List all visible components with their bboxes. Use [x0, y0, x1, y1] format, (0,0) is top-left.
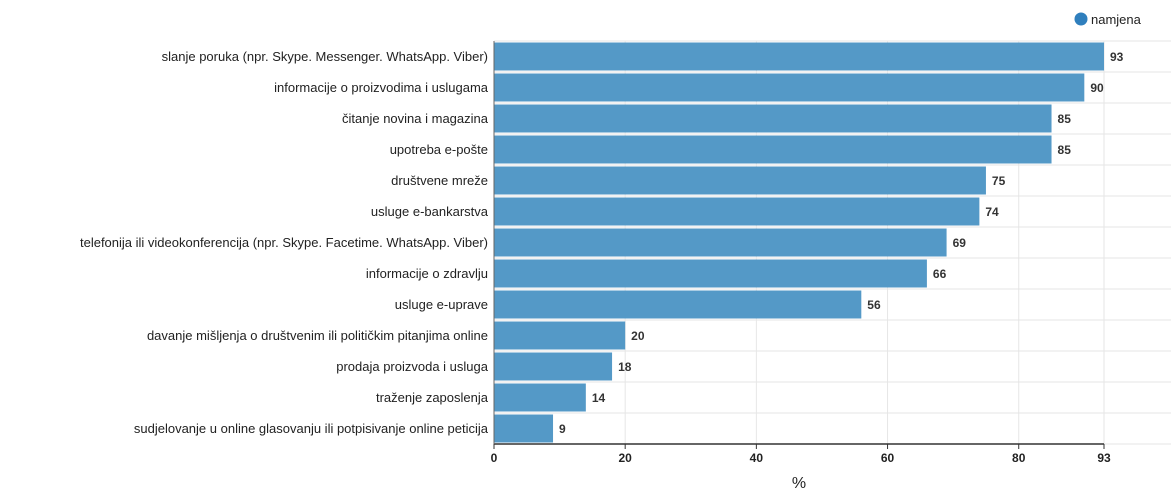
- category-label: čitanje novina i magazina: [342, 111, 489, 126]
- data-label: 66: [933, 267, 947, 281]
- bar[interactable]: [494, 42, 1104, 71]
- bar[interactable]: [494, 290, 862, 319]
- bar[interactable]: [494, 414, 554, 443]
- x-tick-label: 20: [619, 451, 633, 465]
- category-label: informacije o proizvodima i uslugama: [274, 80, 489, 95]
- category-label: davanje mišljenja o društvenim ili polit…: [147, 328, 488, 343]
- bar[interactable]: [494, 259, 927, 288]
- category-label: sudjelovanje u online glasovanju ili pot…: [134, 421, 489, 436]
- x-tick-label: 60: [881, 451, 895, 465]
- data-label: 18: [618, 360, 632, 374]
- category-label: slanje poruka (npr. Skype. Messenger. Wh…: [162, 49, 488, 64]
- bar[interactable]: [494, 166, 986, 195]
- x-tick-label: 93: [1097, 451, 1111, 465]
- bar[interactable]: [494, 383, 586, 412]
- x-axis-title: %: [792, 475, 806, 491]
- data-label: 75: [992, 174, 1006, 188]
- x-tick-label: 0: [491, 451, 498, 465]
- bar[interactable]: [494, 228, 947, 257]
- data-label: 69: [953, 236, 967, 250]
- data-label: 93: [1110, 50, 1124, 64]
- data-label: 9: [559, 422, 566, 436]
- bar-layer: [494, 42, 1104, 443]
- bar[interactable]: [494, 104, 1052, 133]
- label-layer: slanje poruka (npr. Skype. Messenger. Wh…: [80, 49, 1124, 436]
- data-label: 90: [1090, 81, 1104, 95]
- data-label: 20: [631, 329, 645, 343]
- data-label: 85: [1058, 143, 1072, 157]
- bar[interactable]: [494, 321, 626, 350]
- bar[interactable]: [494, 73, 1085, 102]
- x-tick-label: 80: [1012, 451, 1026, 465]
- data-label: 74: [985, 205, 999, 219]
- bar[interactable]: [494, 352, 613, 381]
- category-label: usluge e-bankarstva: [371, 204, 489, 219]
- category-label: traženje zaposlenja: [376, 390, 489, 405]
- data-label: 85: [1058, 112, 1072, 126]
- category-label: informacije o zdravlju: [366, 266, 488, 281]
- category-label: usluge e-uprave: [395, 297, 488, 312]
- bar[interactable]: [494, 135, 1052, 164]
- axis-layer: 0 20 40 60 80 93: [491, 41, 1111, 465]
- x-tick-label: 40: [750, 451, 764, 465]
- category-label: prodaja proizvoda i usluga: [336, 359, 489, 374]
- data-label: 14: [592, 391, 606, 405]
- category-label: telefonija ili videokonferencija (npr. S…: [80, 235, 488, 250]
- legend[interactable]: namjena: [1074, 12, 1142, 27]
- data-label: 56: [867, 298, 881, 312]
- category-label: upotreba e-pošte: [390, 142, 488, 157]
- legend-label-namjena: namjena: [1091, 12, 1142, 27]
- bar[interactable]: [494, 197, 980, 226]
- category-label: društvene mreže: [391, 173, 488, 188]
- legend-swatch: [1074, 12, 1088, 26]
